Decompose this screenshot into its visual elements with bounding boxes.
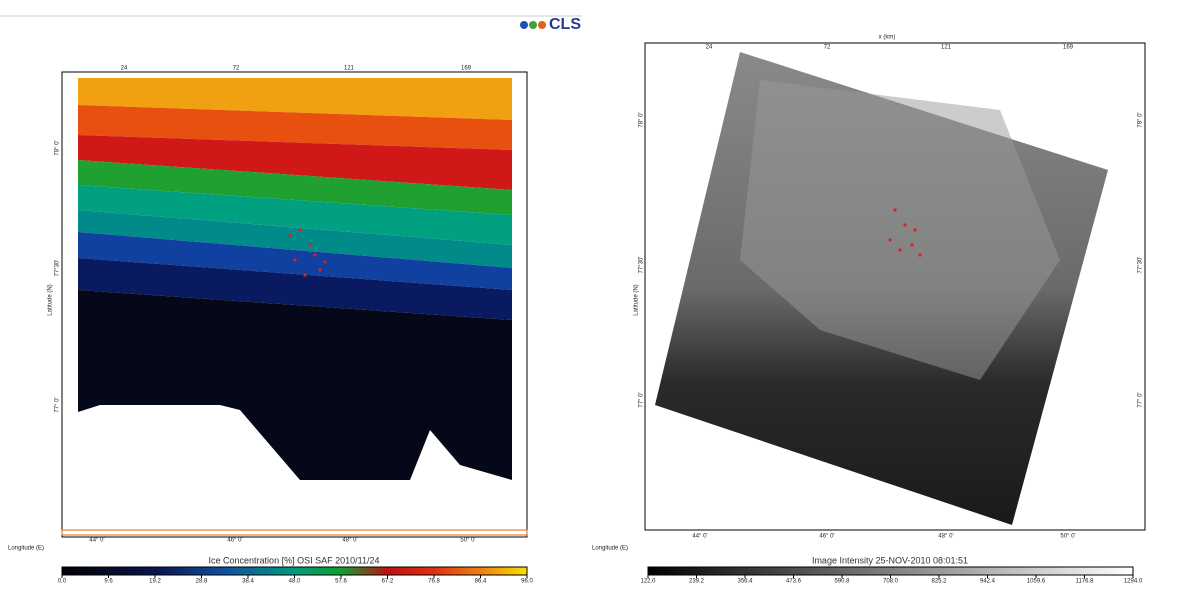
x-axis-label: x (km) (879, 35, 896, 41)
page: {"logo":"CLS", "left_panel":{"x_axis_tic… (0, 0, 1194, 591)
latitude-tick-label: 77°30' (639, 257, 645, 274)
colorbar-tick-label: 38.4 (242, 579, 254, 585)
x-tick-label: 72 (233, 66, 240, 72)
marker-dot (313, 253, 316, 256)
colorbar-tick-label: 0.0 (58, 579, 67, 585)
colorbar-title: Image Intensity 25-NOV-2010 08:01:51 (812, 555, 968, 565)
x-tick-label: 24 (706, 45, 713, 51)
latitude-tick-label: 77°30' (55, 260, 61, 277)
marker-dot (898, 248, 901, 251)
colorbar-tick-label: 239.2 (689, 579, 705, 585)
marker-dot (893, 208, 896, 211)
logo: CLS (549, 16, 581, 33)
marker-dot (910, 243, 913, 246)
marker-dot (918, 253, 921, 256)
colorbar-title: Ice Concentration [%] OSI SAF 2010/11/24 (209, 555, 380, 565)
colorbar (648, 567, 1133, 575)
colorbar-tick-label: 19.2 (149, 579, 161, 585)
longitude-tick-label: 50° 0' (460, 538, 475, 544)
colorbar-tick-label: 122.0 (640, 579, 656, 585)
x-tick-label: 72 (824, 45, 831, 51)
logo-dot (520, 21, 528, 29)
colorbar-tick-label: 590.8 (834, 579, 850, 585)
longitude-tick-label: 44° 0' (692, 534, 707, 540)
marker-dot (298, 228, 301, 231)
marker-dot (318, 268, 321, 271)
latitude-tick-label: 77° 0' (1138, 392, 1144, 407)
colorbar-tick-label: 473.6 (786, 579, 802, 585)
latitude-label: Latitude (N) (48, 284, 54, 315)
latitude-tick-label: 78° 0' (1138, 112, 1144, 127)
x-tick-label: 121 (941, 45, 952, 51)
longitude-tick-label: 48° 0' (938, 534, 953, 540)
longitude-tick-label: 46° 0' (819, 534, 834, 540)
colorbar-tick-label: 942.4 (980, 579, 996, 585)
marker-dot (303, 273, 306, 276)
marker-dot (888, 238, 891, 241)
latitude-tick-label: 77°30' (1138, 257, 1144, 274)
colorbar-tick-label: 96.0 (521, 579, 533, 585)
colorbar-tick-label: 825.2 (931, 579, 947, 585)
longitude-tick-label: 44° 0' (89, 538, 104, 544)
marker-dot (323, 260, 326, 263)
colorbar-tick-label: 1059.6 (1027, 579, 1046, 585)
longitude-tick-label: 50° 0' (1060, 534, 1075, 540)
marker-dot (903, 223, 906, 226)
figure: CLS Latitude (N) Longitude (E) Ice Conce… (0, 0, 1194, 586)
x-tick-label: 121 (344, 66, 355, 72)
x-tick-label: 169 (1063, 45, 1074, 51)
marker-dot (308, 243, 311, 246)
latitude-tick-label: 77° 0' (55, 397, 61, 412)
colorbar (62, 567, 527, 575)
logo-dot (529, 21, 537, 29)
longitude-tick-label: 48° 0' (342, 538, 357, 544)
colorbar-tick-label: 86.4 (475, 579, 487, 585)
marker-dot (913, 228, 916, 231)
longitude-tick-label: 46° 0' (227, 538, 242, 544)
marker-dot (288, 233, 291, 236)
colorbar-tick-label: 28.8 (196, 579, 208, 585)
latitude-tick-label: 78° 0' (55, 140, 61, 155)
marker-dot (293, 258, 296, 261)
colorbar-tick-label: 9.6 (104, 579, 113, 585)
colorbar-tick-label: 1176.8 (1076, 579, 1095, 585)
x-tick-label: 169 (461, 66, 472, 72)
colorbar-tick-label: 57.6 (335, 579, 347, 585)
x-tick-label: 24 (121, 66, 128, 72)
colorbar-tick-label: 76.8 (428, 579, 440, 585)
longitude-label: Longitude (E) (8, 546, 44, 552)
colorbar-tick-label: 48.0 (289, 579, 301, 585)
longitude-label: Longitude (E) (592, 546, 628, 552)
latitude-tick-label: 78° 0' (639, 112, 645, 127)
colorbar-tick-label: 1294.0 (1124, 579, 1143, 585)
latitude-label: Latitude (N) (634, 284, 640, 315)
colorbar-tick-label: 67.2 (382, 579, 394, 585)
logo-dot (538, 21, 546, 29)
latitude-tick-label: 77° 0' (639, 392, 645, 407)
colorbar-tick-label: 708.0 (883, 579, 899, 585)
colorbar-tick-label: 356.4 (737, 579, 753, 585)
